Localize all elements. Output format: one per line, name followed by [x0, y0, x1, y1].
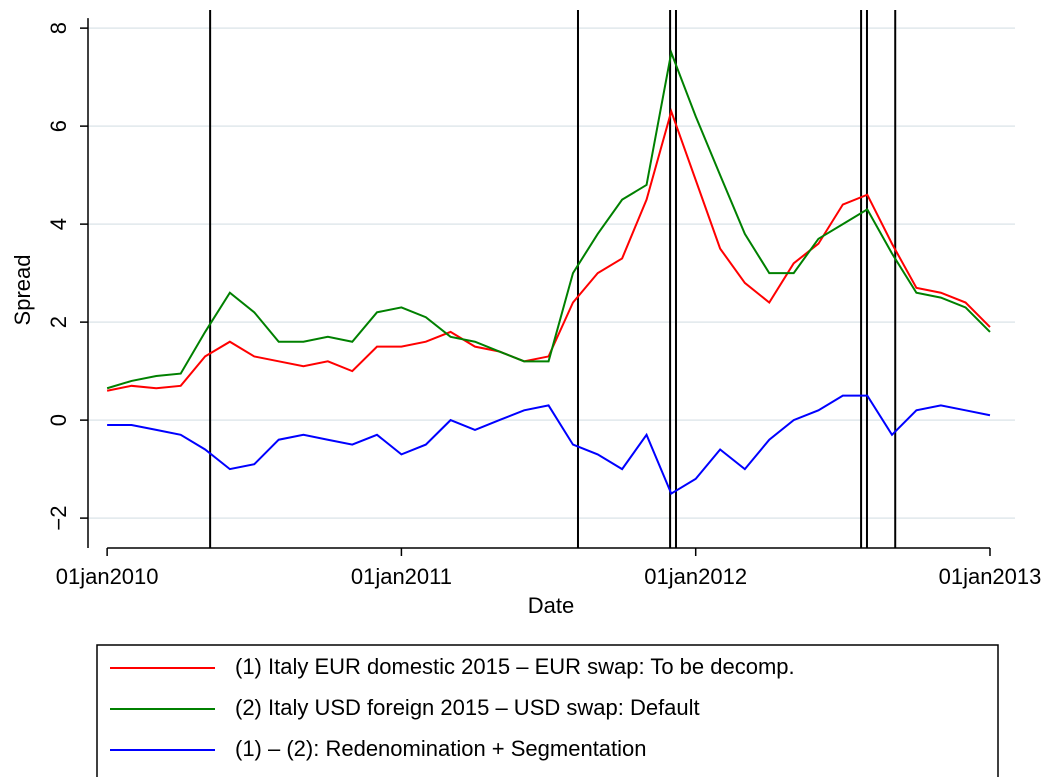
series-line [106, 48, 991, 390]
y-tick-label: −2 [46, 506, 71, 531]
y-tick-label: 0 [46, 414, 71, 426]
series-line [107, 394, 991, 496]
y-axis-title: Spread [10, 255, 35, 326]
x-tick-label: 01jan2013 [939, 564, 1042, 589]
x-tick-label: 01jan2012 [644, 564, 747, 589]
y-tick-label: 4 [46, 218, 71, 230]
x-tick-label: 01jan2010 [56, 564, 159, 589]
legend-label: (1) – (2): Redenomination + Segmentation [235, 736, 647, 761]
x-tick-label: 01jan2011 [351, 564, 452, 589]
legend-label: (2) Italy USD foreign 2015 – USD swap: D… [235, 695, 700, 720]
y-tick-label: 2 [46, 316, 71, 328]
series-line [106, 108, 991, 392]
y-tick-label: 8 [46, 22, 71, 34]
y-tick-label: 6 [46, 120, 71, 132]
legend-label: (1) Italy EUR domestic 2015 – EUR swap: … [235, 654, 795, 679]
legend-box [96, 644, 999, 777]
x-axis-title: Date [528, 593, 574, 618]
